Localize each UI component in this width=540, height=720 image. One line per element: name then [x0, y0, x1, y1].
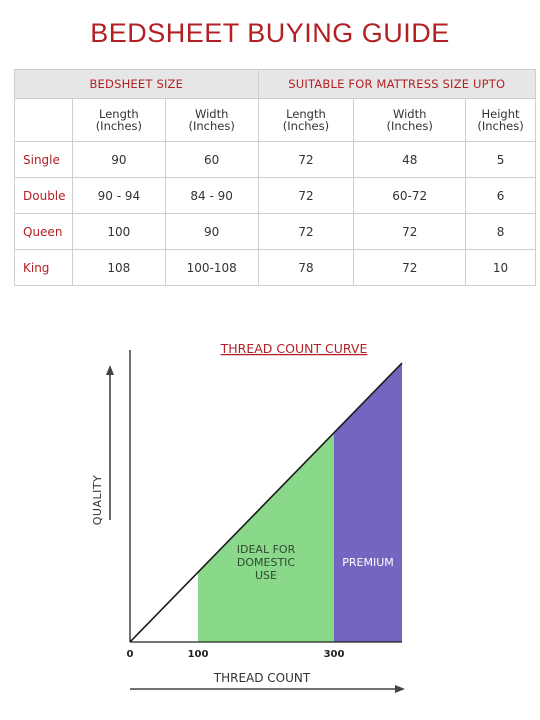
- tick-labels: 0 100 300: [127, 649, 345, 660]
- header-line: Length: [99, 107, 139, 121]
- size-table: BEDSHEET SIZE SUITABLE FOR MATTRESS SIZE…: [14, 69, 537, 286]
- header-unit: (Inches): [386, 119, 433, 133]
- x-tick-label: 0: [127, 649, 134, 660]
- y-axis-label: QUALITY: [91, 475, 104, 526]
- table-cell: 78: [257, 249, 355, 286]
- table-cell: 90 - 94: [71, 177, 166, 214]
- x-tick-label: 100: [188, 649, 209, 660]
- premium-region: [334, 363, 402, 642]
- table-cell: 72: [257, 141, 355, 178]
- premium-region-label: PREMIUM: [342, 556, 394, 569]
- table-header-row: Length (Inches) Width (Inches) Length (Inch…: [14, 98, 536, 142]
- table-cell: 5: [465, 141, 536, 178]
- header-mattress-height: Height (Inches): [465, 98, 536, 142]
- table-cell: 72: [353, 213, 467, 250]
- row-name: Queen: [14, 213, 73, 250]
- table-cell: 72: [257, 213, 355, 250]
- table-cell: 60: [164, 141, 259, 178]
- header-empty-cell: [14, 98, 73, 142]
- header-sheet-width: Width (Inches): [164, 98, 259, 142]
- table-cell: 8: [465, 213, 536, 250]
- table-cell: 100: [71, 213, 166, 250]
- row-name: Single: [14, 141, 73, 178]
- ideal-region-label: USE: [255, 569, 277, 582]
- table-row: Single 90 60 72 48 5: [14, 141, 536, 178]
- header-unit: (Inches): [477, 119, 524, 133]
- header-mattress-length: Length (Inches): [257, 98, 355, 142]
- x-axis-label: THREAD COUNT: [213, 671, 311, 685]
- table-cell: 60-72: [353, 177, 467, 214]
- table-row: King 108 100-108 78 72 10: [14, 249, 536, 286]
- table-group-row: BEDSHEET SIZE SUITABLE FOR MATTRESS SIZE…: [14, 69, 537, 99]
- header-line: Height: [481, 107, 520, 121]
- header-line: Width: [194, 107, 229, 121]
- table-cell: 10: [465, 249, 536, 286]
- header-unit: (Inches): [188, 119, 235, 133]
- group-mattress-size: SUITABLE FOR MATTRESS SIZE UPTO: [257, 69, 537, 99]
- page-title: BEDSHEET BUYING GUIDE: [90, 18, 450, 48]
- table-cell: 108: [71, 249, 166, 286]
- ideal-region: [198, 432, 334, 642]
- table-cell: 72: [257, 177, 355, 214]
- ideal-region-label: DOMESTIC: [237, 556, 296, 569]
- table-row: Double 90 - 94 84 - 90 72 60-72 6: [14, 177, 536, 214]
- header-line: Length: [286, 107, 326, 121]
- table-cell: 48: [353, 141, 467, 178]
- ideal-region-label: IDEAL FOR: [237, 543, 296, 556]
- row-name: King: [14, 249, 73, 286]
- header-line: Width: [392, 107, 427, 121]
- x-tick-label: 300: [324, 649, 345, 660]
- header-mattress-width: Width (Inches): [353, 98, 467, 142]
- group-bedsheet-size: BEDSHEET SIZE: [14, 69, 259, 99]
- table-cell: 84 - 90: [164, 177, 259, 214]
- table-cell: 72: [353, 249, 467, 286]
- table-cell: 100-108: [164, 249, 259, 286]
- header-unit: (Inches): [282, 119, 330, 133]
- table-cell: 90: [71, 141, 166, 178]
- table-cell: 6: [465, 177, 536, 214]
- table-cell: 90: [164, 213, 259, 250]
- header-unit: (Inches): [95, 119, 143, 133]
- chart-title: THREAD COUNT CURVE: [220, 341, 368, 356]
- table-row: Queen 100 90 72 72 8: [14, 213, 536, 250]
- quality-line: [129, 362, 403, 643]
- header-sheet-length: Length (Inches): [71, 98, 166, 142]
- row-name: Double: [14, 177, 73, 214]
